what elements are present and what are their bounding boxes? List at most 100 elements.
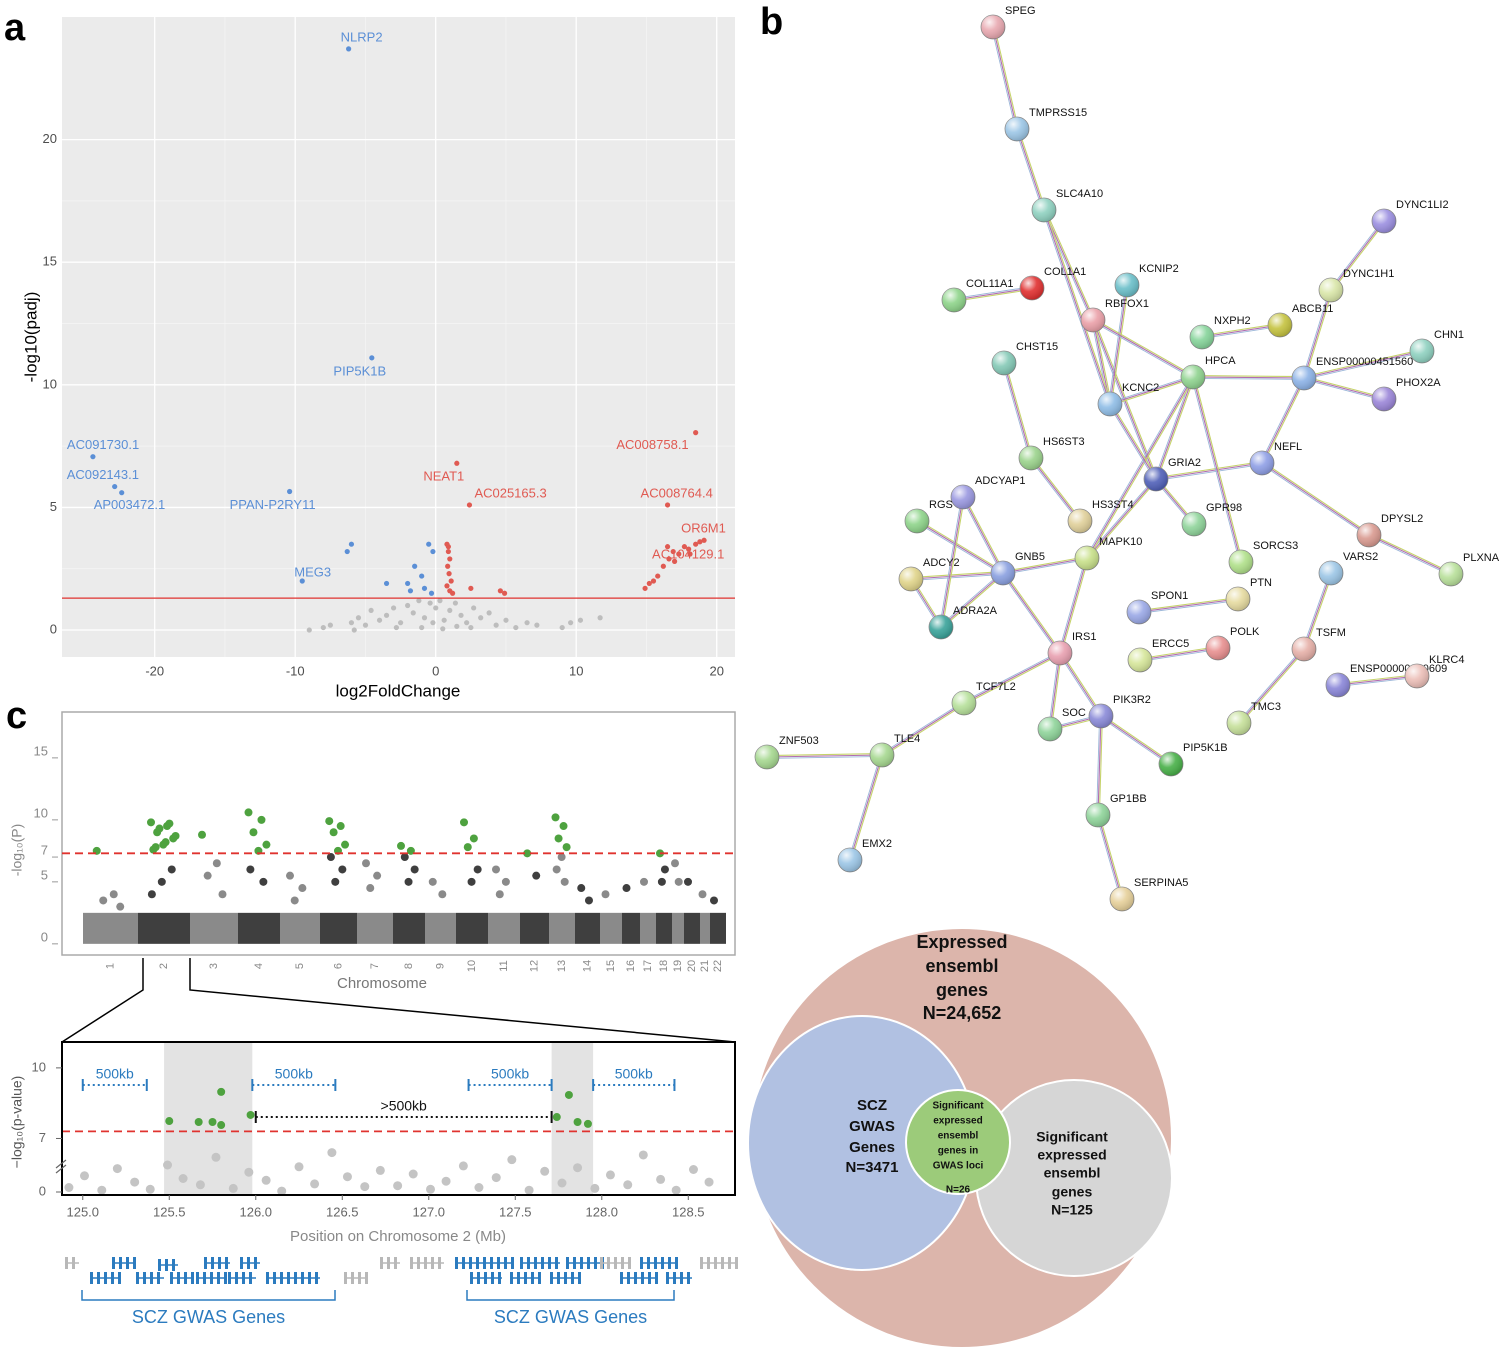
- exon: [655, 1272, 658, 1284]
- x-tick-label: 19: [672, 960, 684, 972]
- data-point: [306, 627, 312, 633]
- exon: [273, 1272, 276, 1284]
- venn-text: SCZ: [857, 1097, 887, 1114]
- exon: [469, 1257, 472, 1269]
- edge: [992, 26, 1018, 130]
- node-shine: [1410, 339, 1434, 363]
- data-point: [178, 1174, 188, 1183]
- node-shine: [1098, 392, 1122, 416]
- data-point: [428, 590, 435, 596]
- data-point: [454, 460, 460, 466]
- edge: [1109, 284, 1128, 405]
- data-point: [697, 539, 703, 545]
- x-tick-label: 8: [403, 963, 415, 969]
- data-point: [427, 600, 433, 606]
- data-point: [405, 602, 411, 609]
- edge: [916, 521, 1003, 575]
- exon: [648, 1272, 651, 1284]
- x-tick-label: 126.0: [239, 1204, 272, 1219]
- data-point: [640, 877, 648, 886]
- exon: [126, 1257, 129, 1269]
- dense-band: [575, 912, 600, 944]
- data-point: [218, 890, 227, 899]
- exon: [668, 1257, 671, 1269]
- edge: [1086, 478, 1157, 559]
- node-shine: [1019, 446, 1043, 470]
- edge: [1237, 647, 1304, 723]
- edge: [1097, 715, 1102, 816]
- x-tick-label: 11: [498, 960, 510, 971]
- data-point: [445, 544, 451, 550]
- exon: [504, 1257, 507, 1269]
- data-point: [660, 865, 669, 874]
- node-label: MAPK10: [1099, 536, 1142, 548]
- data-point: [217, 1121, 226, 1130]
- data-point: [671, 558, 678, 564]
- data-point: [320, 624, 326, 631]
- edge: [1192, 376, 1242, 563]
- x-tick-label: 4: [253, 963, 265, 969]
- data-point: [460, 818, 468, 827]
- x-tick-label: 16: [625, 960, 637, 972]
- exon: [210, 1272, 213, 1284]
- exon: [308, 1272, 311, 1284]
- y-tick-label: 20: [43, 131, 57, 146]
- data-point: [244, 808, 253, 817]
- data-point: [503, 617, 509, 623]
- edge: [953, 286, 1032, 300]
- node-shine: [981, 15, 1005, 39]
- data-point: [590, 1183, 600, 1193]
- data-point: [445, 563, 451, 569]
- x-tick-label: 2: [158, 963, 170, 969]
- data-point: [373, 871, 382, 880]
- data-point: [116, 902, 125, 911]
- data-point: [298, 884, 307, 893]
- data-point: [407, 588, 414, 594]
- node-shine: [1372, 387, 1396, 411]
- node-label: KCNC2: [1122, 382, 1159, 394]
- data-point: [198, 830, 206, 839]
- data-point: [326, 853, 335, 862]
- data-point: [464, 620, 470, 626]
- axis-break: [55, 1159, 67, 1174]
- exon: [196, 1272, 199, 1284]
- exon: [580, 1257, 583, 1269]
- edge: [1331, 221, 1386, 292]
- data-point: [573, 1118, 582, 1126]
- edge: [1303, 378, 1384, 401]
- node-shine: [1048, 641, 1072, 665]
- edge: [1337, 674, 1417, 685]
- data-point: [151, 843, 160, 852]
- edge: [850, 755, 884, 861]
- node-shine: [1357, 523, 1381, 547]
- edge: [1191, 377, 1241, 563]
- node-shine: [1190, 325, 1214, 349]
- x-tick-label: 9: [434, 963, 446, 969]
- data-point: [501, 877, 510, 886]
- data-point: [165, 819, 174, 828]
- edge: [1193, 376, 1243, 562]
- data-point: [346, 46, 352, 52]
- edge: [1042, 210, 1110, 405]
- edge: [1098, 814, 1124, 899]
- data-point: [577, 617, 584, 623]
- data-point: [445, 548, 451, 555]
- node-label: GNB5: [1015, 551, 1045, 563]
- exon: [224, 1272, 227, 1284]
- edge: [993, 26, 1019, 129]
- dense-band: [684, 912, 700, 944]
- data-point: [698, 890, 707, 899]
- node-shine: [899, 567, 923, 591]
- exon: [728, 1257, 731, 1269]
- node-label: KCNIP2: [1139, 263, 1179, 275]
- data-point: [145, 1184, 155, 1194]
- x-tick-label: 126.5: [326, 1204, 359, 1219]
- data-point: [507, 1155, 517, 1165]
- edge: [1303, 377, 1385, 400]
- node-label: ERCC5: [1152, 638, 1189, 650]
- edge: [1155, 461, 1262, 479]
- data-point: [161, 838, 170, 847]
- edge: [1202, 325, 1281, 339]
- dense-band: [357, 912, 393, 944]
- data-point: [342, 1172, 352, 1182]
